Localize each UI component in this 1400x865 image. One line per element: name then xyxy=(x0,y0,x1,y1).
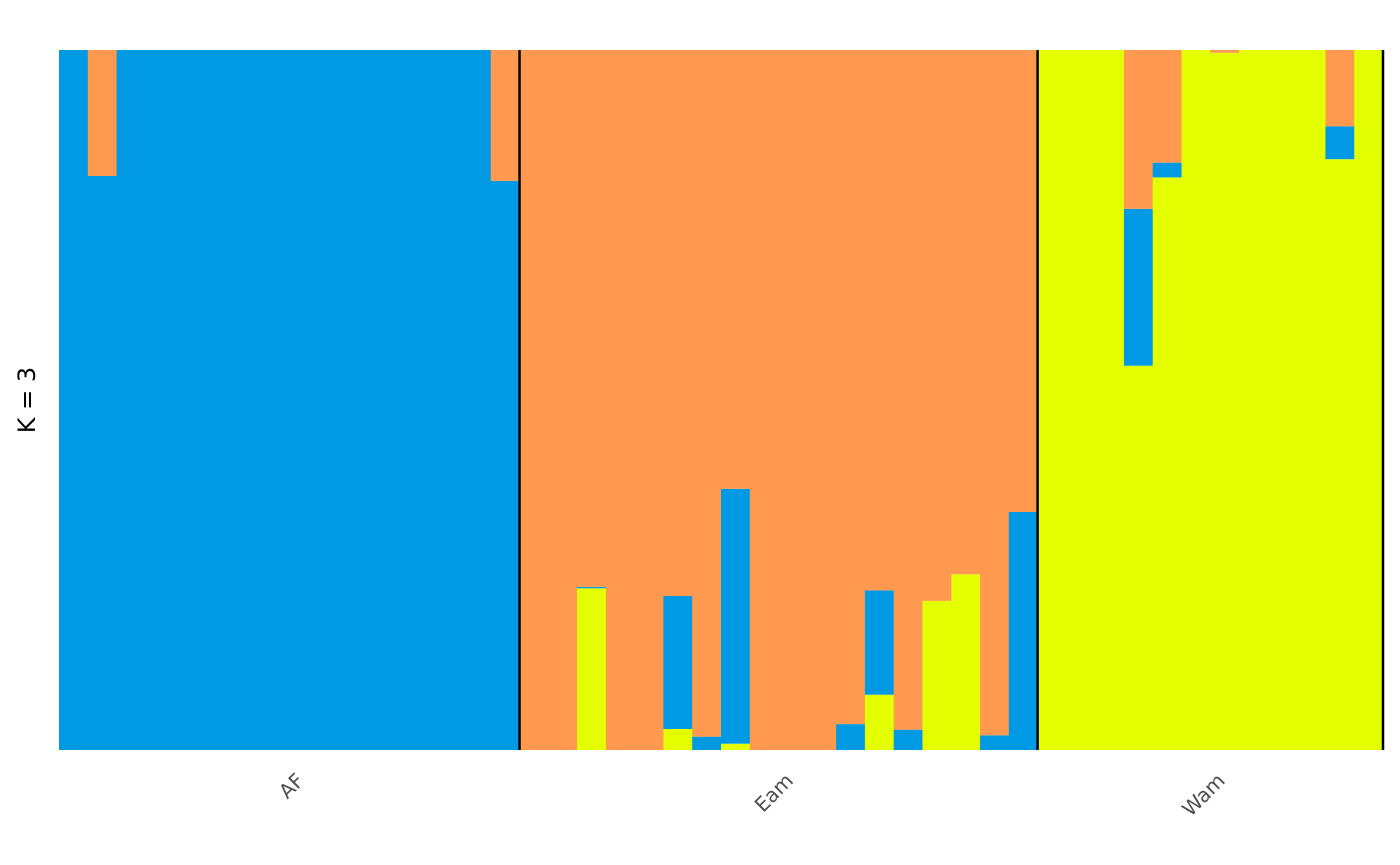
bar-segment xyxy=(1354,50,1384,750)
bar-segment xyxy=(605,50,636,750)
bar-segment xyxy=(145,50,175,750)
bar-segment xyxy=(663,596,693,729)
bar-segment xyxy=(87,176,118,750)
bar-segment xyxy=(980,50,1010,736)
bar-segment xyxy=(461,50,492,750)
bar-segment xyxy=(692,736,722,750)
bar-segment xyxy=(1037,50,1067,750)
bar-segment xyxy=(1123,208,1154,366)
bar-segment xyxy=(490,50,521,181)
bar-segment xyxy=(519,50,549,750)
bar-segment xyxy=(116,50,146,750)
bar-segment xyxy=(663,729,693,750)
bar-segment xyxy=(922,600,952,750)
bar-segment xyxy=(289,50,319,750)
bar-segment xyxy=(951,50,981,575)
bar-segment xyxy=(260,50,290,750)
bar-segment xyxy=(749,50,780,750)
bar-segment xyxy=(721,488,751,744)
bar-segment xyxy=(577,588,607,750)
bar-segment xyxy=(490,180,521,750)
group-label: Wam xyxy=(1177,768,1229,820)
bar-segment xyxy=(893,50,923,730)
bar-segment xyxy=(836,724,866,750)
group-label: AF xyxy=(274,768,309,803)
bar-segment xyxy=(202,50,233,750)
bar-segment xyxy=(1008,50,1039,512)
bar-segment xyxy=(318,50,348,750)
bar-segment xyxy=(922,50,952,601)
bar-segment xyxy=(807,50,837,750)
bar-segment xyxy=(1325,50,1355,127)
y-axis-label: K = 3 xyxy=(13,367,41,433)
bar-segment xyxy=(1123,365,1154,750)
bar-segment xyxy=(346,50,377,750)
bar-segment xyxy=(634,50,664,750)
bar-segment xyxy=(231,50,261,750)
bar-segment xyxy=(663,50,693,596)
bar-segment xyxy=(1152,177,1183,750)
bar-segment xyxy=(404,50,434,750)
bar-segment xyxy=(1095,50,1125,750)
bar-segment xyxy=(692,50,722,737)
bar-segment xyxy=(1296,50,1326,750)
bar-segment xyxy=(548,50,578,750)
bar-segment xyxy=(59,50,89,750)
bar-segment xyxy=(864,694,895,750)
bar-segment xyxy=(87,50,118,176)
bar-segment xyxy=(1267,50,1298,750)
bar-segment xyxy=(577,50,607,587)
bar-segment xyxy=(1123,50,1154,209)
bar-segment xyxy=(1152,50,1183,163)
bar-segment xyxy=(433,50,463,750)
bar-segment xyxy=(980,735,1010,750)
bar-segment xyxy=(836,50,866,725)
bar-segment xyxy=(1210,52,1240,751)
bar-segment xyxy=(1008,512,1039,750)
bar-segment xyxy=(577,586,607,589)
bar-segment xyxy=(1181,50,1211,750)
bar-segment xyxy=(1239,50,1269,750)
bar-segment xyxy=(864,590,895,695)
group-label: Eam xyxy=(750,768,798,816)
bar-segment xyxy=(864,50,895,591)
bar-segment xyxy=(951,574,981,750)
bar-segment xyxy=(174,50,204,750)
bar-segment xyxy=(721,743,751,750)
bar-segment xyxy=(1210,50,1240,53)
bar-segment xyxy=(893,729,923,750)
bar-segment xyxy=(1325,126,1355,160)
bar-segment xyxy=(1066,50,1096,750)
bar-segment xyxy=(375,50,405,750)
bar-segment xyxy=(1152,162,1183,178)
bar-segment xyxy=(721,50,751,489)
bar-segment xyxy=(778,50,808,750)
bar-segment xyxy=(1325,159,1355,750)
